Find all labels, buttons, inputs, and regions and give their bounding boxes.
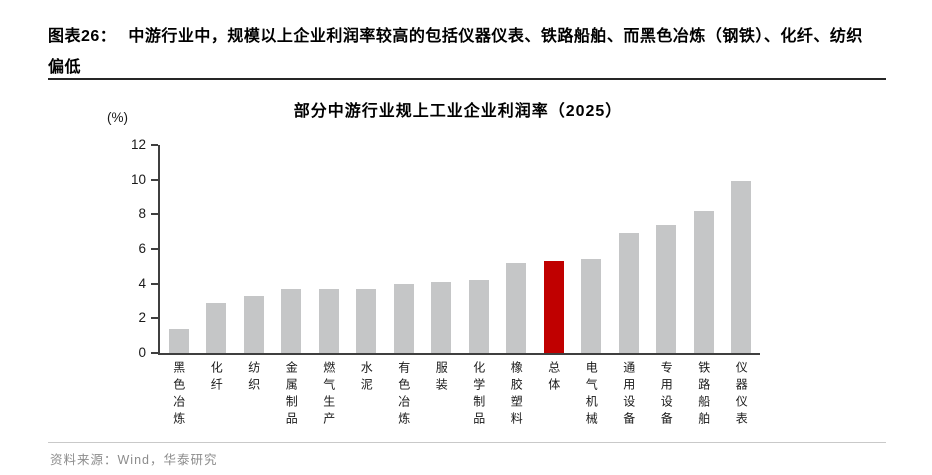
bar-slot xyxy=(385,145,423,353)
x-label-slot: 橡胶塑料 xyxy=(498,361,536,429)
x-label-slot: 化纤 xyxy=(198,361,236,429)
x-label-slot: 通用设备 xyxy=(610,361,648,429)
bar-slot xyxy=(348,145,386,353)
y-tick-mark xyxy=(151,178,158,181)
x-label-slot: 化学制品 xyxy=(460,361,498,429)
bar-slot xyxy=(535,145,573,353)
x-label-水泥: 水泥 xyxy=(359,361,374,395)
figure-number-label: 图表26： xyxy=(48,28,117,45)
y-tick-label: 0 xyxy=(138,345,146,360)
x-label-slot: 燃气生产 xyxy=(310,361,348,429)
y-tick-mark xyxy=(151,144,158,146)
bar-化纤 xyxy=(206,302,227,353)
y-tick-mark xyxy=(151,282,158,285)
bar-服装 xyxy=(431,281,452,353)
bar-黑色冶炼 xyxy=(168,328,189,353)
bar-金属制品 xyxy=(281,288,302,353)
caption-divider xyxy=(48,78,886,80)
figure-caption: 图表26： 中游行业中，规模以上企业利润率较高的包括仪器仪表、铁路船舶、而黑色冶炼… xyxy=(48,21,888,83)
x-label-slot: 有色冶炼 xyxy=(385,361,423,429)
x-label-金属制品: 金属制品 xyxy=(284,361,299,429)
bar-有色冶炼 xyxy=(393,283,414,353)
x-label-纺织: 纺织 xyxy=(246,361,261,395)
y-tick-label: 8 xyxy=(138,206,146,222)
bar-纺织 xyxy=(243,295,264,353)
x-label-服装: 服装 xyxy=(434,361,449,395)
bar-slot xyxy=(498,145,536,353)
bar-slot xyxy=(685,145,723,353)
bar-化学制品 xyxy=(468,280,489,353)
y-tick-mark xyxy=(151,213,158,216)
figure-caption-line2: 偏低 xyxy=(48,59,82,76)
y-tick-mark xyxy=(151,352,158,354)
x-label-slot: 电气机械 xyxy=(573,361,611,429)
bar-slot xyxy=(723,145,761,353)
x-label-化学制品: 化学制品 xyxy=(471,361,486,429)
x-label-专用设备: 专用设备 xyxy=(659,361,674,429)
x-label-slot: 总体 xyxy=(535,361,573,429)
y-tick-mark xyxy=(151,317,158,320)
bar-slot xyxy=(273,145,311,353)
figure-caption-line1: 中游行业中，规模以上企业利润率较高的包括仪器仪表、铁路船舶、而黑色冶炼（钢铁）、… xyxy=(128,28,863,45)
bar-专用设备 xyxy=(656,224,677,353)
x-label-橡胶塑料: 橡胶塑料 xyxy=(509,361,524,429)
bar-slot xyxy=(460,145,498,353)
y-tick-label: 2 xyxy=(138,310,146,326)
x-label-铁路船舶: 铁路船舶 xyxy=(696,361,711,429)
x-label-slot: 铁路船舶 xyxy=(685,361,723,429)
bar-slot xyxy=(423,145,461,353)
bar-橡胶塑料 xyxy=(506,262,527,353)
bar-通用设备 xyxy=(618,233,639,353)
y-tick-label: 10 xyxy=(130,171,146,187)
x-label-化纤: 化纤 xyxy=(209,361,224,395)
x-label-slot: 仪器仪表 xyxy=(723,361,761,429)
x-axis-labels: 黑色冶炼 化纤 纺织 金属制品 燃气生产 水泥 有色冶炼 服装 化学制品 橡胶塑料 总体 电气机械 通用… xyxy=(160,361,760,429)
y-axis-unit-label: (%) xyxy=(107,110,128,125)
bar-slot xyxy=(310,145,348,353)
x-label-仪器仪表: 仪器仪表 xyxy=(734,361,749,429)
y-tick-label: 6 xyxy=(138,241,146,256)
x-label-电气机械: 电气机械 xyxy=(584,361,599,429)
bar-总体 xyxy=(543,261,564,353)
bar-slot xyxy=(160,145,198,353)
x-label-slot: 水泥 xyxy=(348,361,386,429)
x-label-总体: 总体 xyxy=(546,361,561,395)
x-label-通用设备: 通用设备 xyxy=(621,361,636,429)
footer-divider xyxy=(48,442,886,443)
bar-电气机械 xyxy=(581,259,602,353)
bars-layer xyxy=(160,145,760,353)
y-tick-label: 4 xyxy=(138,275,146,291)
bar-燃气生产 xyxy=(318,288,339,353)
x-label-有色冶炼: 有色冶炼 xyxy=(396,361,411,429)
x-label-slot: 专用设备 xyxy=(648,361,686,429)
x-label-燃气生产: 燃气生产 xyxy=(321,361,336,429)
bar-slot xyxy=(235,145,273,353)
bar-仪器仪表 xyxy=(731,181,752,353)
x-label-黑色冶炼: 黑色冶炼 xyxy=(171,361,186,429)
x-label-slot: 服装 xyxy=(423,361,461,429)
bar-slot xyxy=(648,145,686,353)
bar-水泥 xyxy=(356,288,377,353)
source-text: 资料来源：Wind，华泰研究 xyxy=(50,453,218,467)
plot-area: 0 2 4 6 8 10 12 xyxy=(131,137,760,360)
bar-slot xyxy=(610,145,648,353)
chart-title: 部分中游行业规上工业企业利润率（2025） xyxy=(293,103,623,120)
y-tick-label: 12 xyxy=(130,137,146,152)
x-label-slot: 纺织 xyxy=(235,361,273,429)
x-label-slot: 金属制品 xyxy=(273,361,311,429)
bar-slot xyxy=(573,145,611,353)
bar-铁路船舶 xyxy=(693,210,714,353)
x-label-slot: 黑色冶炼 xyxy=(160,361,198,429)
bar-slot xyxy=(198,145,236,353)
y-tick-mark xyxy=(151,248,158,250)
